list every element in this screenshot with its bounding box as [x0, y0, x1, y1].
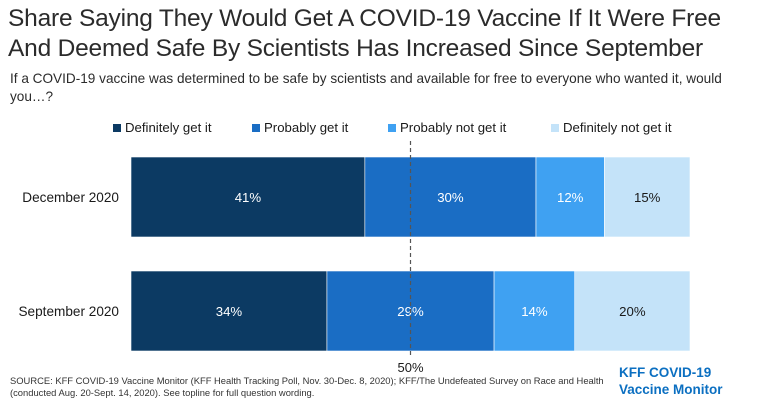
bar-segment — [604, 156, 691, 238]
chart-legend: Definitely get it Probably get it Probab… — [0, 120, 762, 140]
legend-item-definitely-not-get: Definitely not get it — [551, 120, 672, 135]
legend-item-probably-not-get: Probably not get it — [388, 120, 506, 135]
data-label: 12% — [557, 190, 584, 205]
bar-segment — [574, 270, 691, 352]
bar-segment — [364, 156, 537, 238]
legend-swatch — [113, 123, 121, 132]
category-label: September 2020 — [18, 304, 119, 319]
data-label: 41% — [235, 190, 262, 205]
legend-item-probably-get: Probably get it — [252, 120, 348, 135]
data-label: 34% — [216, 304, 243, 319]
chart-title: Share Saying They Would Get A COVID-19 V… — [8, 5, 721, 62]
bar-segment — [493, 270, 576, 352]
reference-line-label: 50% — [397, 360, 423, 375]
bar-segment — [535, 156, 605, 238]
source-note: SOURCE: KFF COVID-19 Vaccine Monitor (KF… — [10, 375, 604, 398]
data-label: 15% — [634, 190, 661, 205]
kff-logo: KFF COVID-19 Vaccine Monitor — [619, 365, 759, 399]
data-label: 14% — [521, 304, 548, 319]
legend-label: Definitely get it — [125, 120, 212, 135]
bar-segment — [130, 270, 328, 352]
legend-swatch — [252, 123, 260, 132]
logo-line2: Vaccine Monitor — [619, 382, 723, 397]
logo-line1: KFF COVID-19 — [619, 365, 712, 380]
legend-label: Definitely not get it — [563, 120, 672, 135]
legend-swatch — [551, 123, 559, 132]
chart-subtitle: If a COVID-19 vaccine was determined to … — [10, 71, 722, 104]
legend-label: Probably get it — [264, 120, 349, 135]
bar-segment — [130, 156, 366, 238]
data-label: 30% — [437, 190, 464, 205]
category-label: December 2020 — [22, 190, 119, 205]
legend-label: Probably not get it — [400, 120, 507, 135]
data-label: 20% — [619, 304, 646, 319]
legend-item-definitely-get: Definitely get it — [113, 120, 212, 135]
legend-swatch — [388, 123, 396, 132]
